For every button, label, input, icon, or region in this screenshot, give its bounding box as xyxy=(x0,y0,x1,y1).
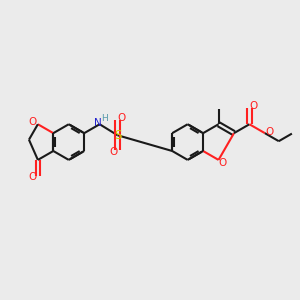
Text: S: S xyxy=(114,129,121,142)
Text: O: O xyxy=(29,117,37,127)
Text: O: O xyxy=(266,127,274,137)
Text: H: H xyxy=(101,114,108,123)
Text: O: O xyxy=(249,101,257,111)
Text: O: O xyxy=(117,113,126,123)
Text: O: O xyxy=(218,158,226,168)
Text: O: O xyxy=(110,147,118,158)
Text: N: N xyxy=(94,118,101,128)
Text: O: O xyxy=(29,172,37,182)
